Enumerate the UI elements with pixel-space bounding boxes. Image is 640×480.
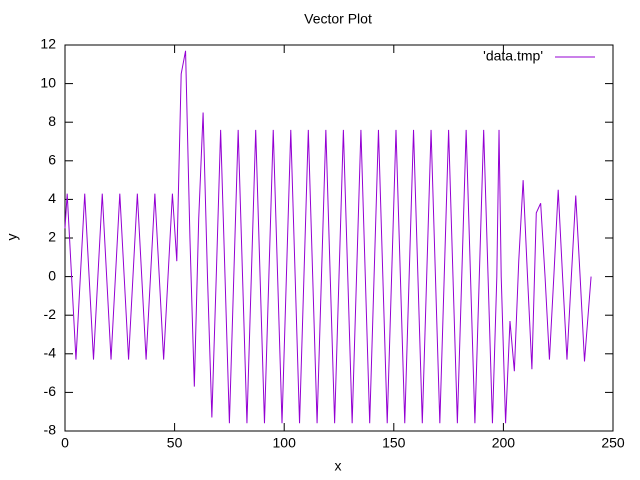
data-line [64,50,592,424]
plot-frame [64,44,614,432]
y-tick-label: -2 [44,306,57,322]
y-tick-label: 2 [48,229,56,245]
chart-title: Vector Plot [304,11,372,27]
y-tick-label: 10 [40,74,56,90]
y-tick-label: 6 [48,152,56,168]
y-tick-label: -4 [44,345,57,361]
x-tick-label: 0 [61,435,69,451]
y-tick-label: 4 [48,190,56,206]
y-axis-label: y [4,234,20,241]
y-tick-label: 0 [48,267,56,283]
x-axis-label: x [335,458,342,474]
y-tick-label: -8 [44,422,57,438]
x-tick-label: 100 [273,435,297,451]
y-tick-label: 12 [40,36,56,52]
x-tick-label: 200 [492,435,516,451]
y-tick-label: -6 [44,383,57,399]
x-tick-label: 250 [601,435,625,451]
x-tick-label: 150 [382,435,406,451]
legend-label: 'data.tmp' [483,48,543,64]
y-tick-label: 8 [48,113,56,129]
x-tick-label: 50 [167,435,183,451]
